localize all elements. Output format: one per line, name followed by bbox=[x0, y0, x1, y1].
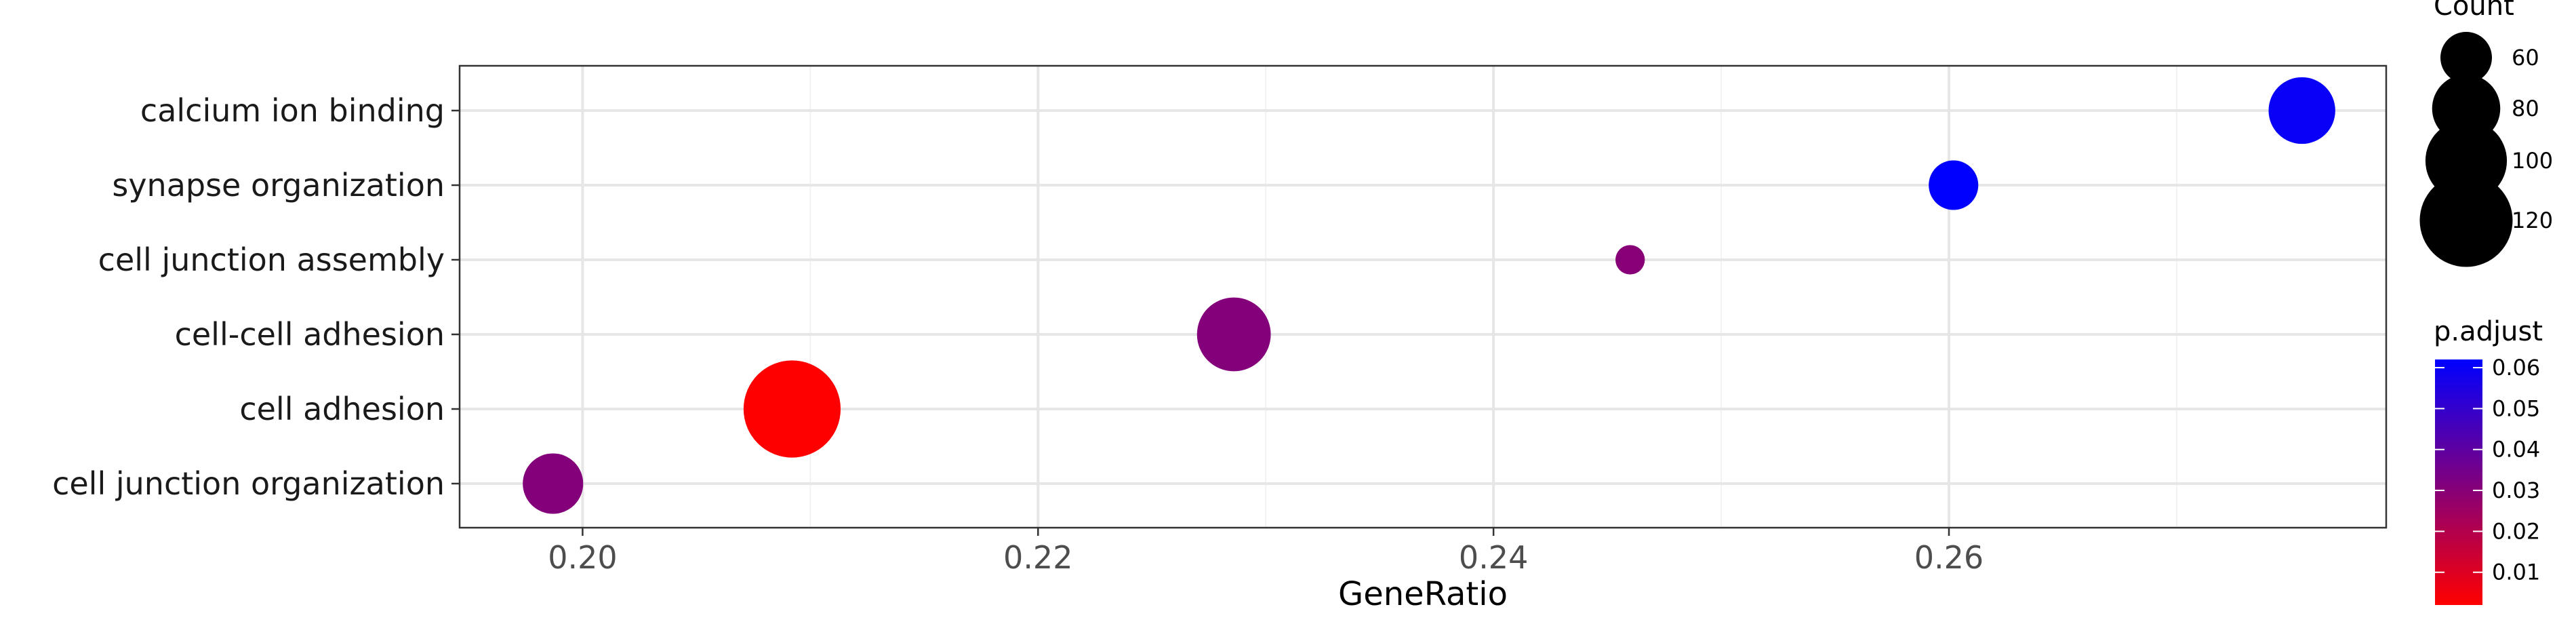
y-tick-label: cell-cell adhesion bbox=[175, 316, 445, 353]
y-tick-label: synapse organization bbox=[112, 167, 445, 203]
size-legend-label: 120 bbox=[2512, 208, 2553, 233]
data-point bbox=[1929, 160, 1979, 210]
size-legend-key bbox=[2419, 174, 2513, 267]
color-legend-label: 0.02 bbox=[2492, 518, 2540, 544]
color-legend-title: p.adjust bbox=[2434, 316, 2543, 347]
size-legend: Count 60 80 100 120 bbox=[2419, 0, 2553, 267]
data-point bbox=[523, 453, 584, 514]
data-points bbox=[523, 77, 2335, 514]
grid-lines bbox=[460, 66, 2386, 528]
color-legend-label: 0.05 bbox=[2492, 395, 2540, 421]
x-axis-title: GeneRatio bbox=[1338, 575, 1508, 613]
size-legend-title: Count bbox=[2434, 0, 2514, 22]
data-point bbox=[743, 360, 841, 458]
data-point bbox=[1196, 297, 1271, 372]
color-legend-label: 0.04 bbox=[2492, 437, 2540, 463]
plot-panel-border bbox=[458, 64, 2388, 529]
data-point bbox=[2268, 77, 2335, 144]
color-legend-label: 0.01 bbox=[2492, 560, 2540, 585]
x-tick-label: 0.26 bbox=[1914, 539, 1984, 576]
color-legend: p.adjust 0.06 0.05 0.04 0.03 0.02 0.01 bbox=[2434, 316, 2543, 605]
size-legend-key bbox=[2440, 32, 2492, 83]
y-tick-label: cell adhesion bbox=[239, 391, 445, 427]
data-point bbox=[1615, 245, 1645, 275]
x-tick-label: 0.22 bbox=[1003, 539, 1072, 576]
size-legend-label: 100 bbox=[2512, 148, 2553, 174]
color-legend-label: 0.03 bbox=[2492, 477, 2540, 503]
y-tick-label: cell junction organization bbox=[52, 465, 445, 502]
y-tick-label: cell junction assembly bbox=[98, 241, 445, 278]
x-tick-label: 0.24 bbox=[1459, 539, 1528, 576]
y-tick-label: calcium ion binding bbox=[140, 92, 445, 129]
axes: calcium ion binding synapse organization c… bbox=[52, 92, 1984, 576]
color-bar bbox=[2435, 359, 2482, 605]
color-legend-label: 0.06 bbox=[2492, 355, 2540, 381]
x-tick-label: 0.20 bbox=[548, 539, 617, 576]
size-legend-label: 80 bbox=[2512, 96, 2539, 121]
size-legend-label: 60 bbox=[2512, 45, 2539, 71]
